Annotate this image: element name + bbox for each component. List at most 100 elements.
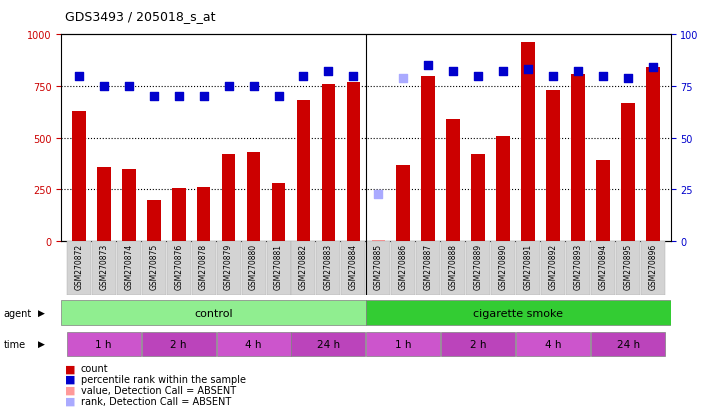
Bar [167, 242, 190, 295]
Text: ■: ■ [65, 363, 76, 373]
Text: ▶: ▶ [37, 339, 45, 348]
Bar [117, 242, 141, 295]
Bar [591, 242, 615, 295]
Point [248, 83, 260, 90]
Text: GSM270892: GSM270892 [549, 243, 557, 289]
Text: GDS3493 / 205018_s_at: GDS3493 / 205018_s_at [65, 10, 216, 23]
Text: GSM270883: GSM270883 [324, 243, 333, 289]
Bar [267, 242, 291, 295]
Bar [646, 68, 660, 242]
Text: GSM270885: GSM270885 [374, 243, 383, 289]
Text: GSM270881: GSM270881 [274, 243, 283, 289]
Bar [422, 76, 435, 242]
Bar [366, 332, 441, 356]
Point [472, 73, 484, 80]
Bar [192, 242, 216, 295]
Bar [397, 165, 410, 242]
Text: time: time [4, 339, 26, 349]
Bar [216, 242, 241, 295]
Bar [296, 101, 310, 242]
Bar [272, 184, 286, 242]
Point [198, 94, 209, 100]
Text: GSM270895: GSM270895 [624, 243, 632, 290]
Bar [322, 85, 335, 242]
Bar [416, 242, 441, 295]
Bar [222, 155, 236, 242]
Point [547, 73, 559, 80]
Text: 24 h: 24 h [616, 339, 640, 349]
Bar [466, 242, 490, 295]
Bar [571, 74, 585, 242]
Text: 4 h: 4 h [545, 339, 562, 349]
Bar [142, 242, 166, 295]
Bar [371, 240, 385, 242]
Point [98, 83, 110, 90]
Bar [122, 169, 136, 242]
Text: cigarette smoke: cigarette smoke [474, 308, 564, 318]
Text: 2 h: 2 h [470, 339, 487, 349]
Text: GSM270896: GSM270896 [649, 243, 658, 290]
Point [572, 69, 584, 76]
Bar [67, 332, 141, 356]
Text: 1 h: 1 h [95, 339, 112, 349]
Text: GSM270893: GSM270893 [574, 243, 583, 290]
Bar [216, 332, 291, 356]
Text: GSM270873: GSM270873 [99, 243, 108, 290]
Text: rank, Detection Call = ABSENT: rank, Detection Call = ABSENT [81, 396, 231, 406]
Point [597, 73, 609, 80]
Bar [72, 112, 86, 242]
Bar [641, 242, 665, 295]
Text: 1 h: 1 h [395, 339, 412, 349]
Text: 2 h: 2 h [170, 339, 187, 349]
Bar [392, 242, 415, 295]
Point [298, 73, 309, 80]
Bar [441, 332, 516, 356]
Text: GSM270887: GSM270887 [424, 243, 433, 289]
Text: 4 h: 4 h [245, 339, 262, 349]
Text: GSM270878: GSM270878 [199, 243, 208, 289]
Bar [92, 242, 115, 295]
Text: GSM270876: GSM270876 [174, 243, 183, 290]
Point [523, 67, 534, 74]
Text: GSM270890: GSM270890 [499, 243, 508, 290]
Bar [347, 83, 360, 242]
Text: GSM270894: GSM270894 [598, 243, 608, 290]
Bar [616, 242, 640, 295]
Text: GSM270874: GSM270874 [124, 243, 133, 290]
Bar [496, 136, 510, 242]
Bar [317, 242, 340, 295]
Text: 24 h: 24 h [317, 339, 340, 349]
Bar [366, 242, 390, 295]
Bar [97, 167, 110, 242]
Text: GSM270884: GSM270884 [349, 243, 358, 289]
Bar [541, 242, 565, 295]
Text: value, Detection Call = ABSENT: value, Detection Call = ABSENT [81, 385, 236, 395]
Bar [142, 332, 216, 356]
Point [223, 83, 234, 90]
Bar [516, 242, 540, 295]
Bar [596, 161, 610, 242]
Text: GSM270875: GSM270875 [149, 243, 158, 290]
Bar [622, 103, 635, 242]
Text: GSM270888: GSM270888 [448, 243, 458, 289]
Text: agent: agent [4, 308, 32, 318]
Bar [342, 242, 366, 295]
Point [123, 83, 135, 90]
Text: GSM270891: GSM270891 [523, 243, 533, 289]
Bar [441, 242, 465, 295]
Bar [172, 189, 185, 242]
Text: GSM270882: GSM270882 [299, 243, 308, 289]
Point [148, 94, 159, 100]
Bar [472, 155, 485, 242]
Point [273, 94, 284, 100]
Bar [291, 242, 316, 295]
Bar [291, 332, 366, 356]
Bar [547, 91, 560, 242]
Point [622, 75, 634, 82]
Bar [446, 120, 460, 242]
Point [323, 69, 335, 76]
Bar [247, 153, 260, 242]
Point [73, 73, 84, 80]
Bar [61, 301, 366, 325]
Bar [591, 332, 665, 356]
